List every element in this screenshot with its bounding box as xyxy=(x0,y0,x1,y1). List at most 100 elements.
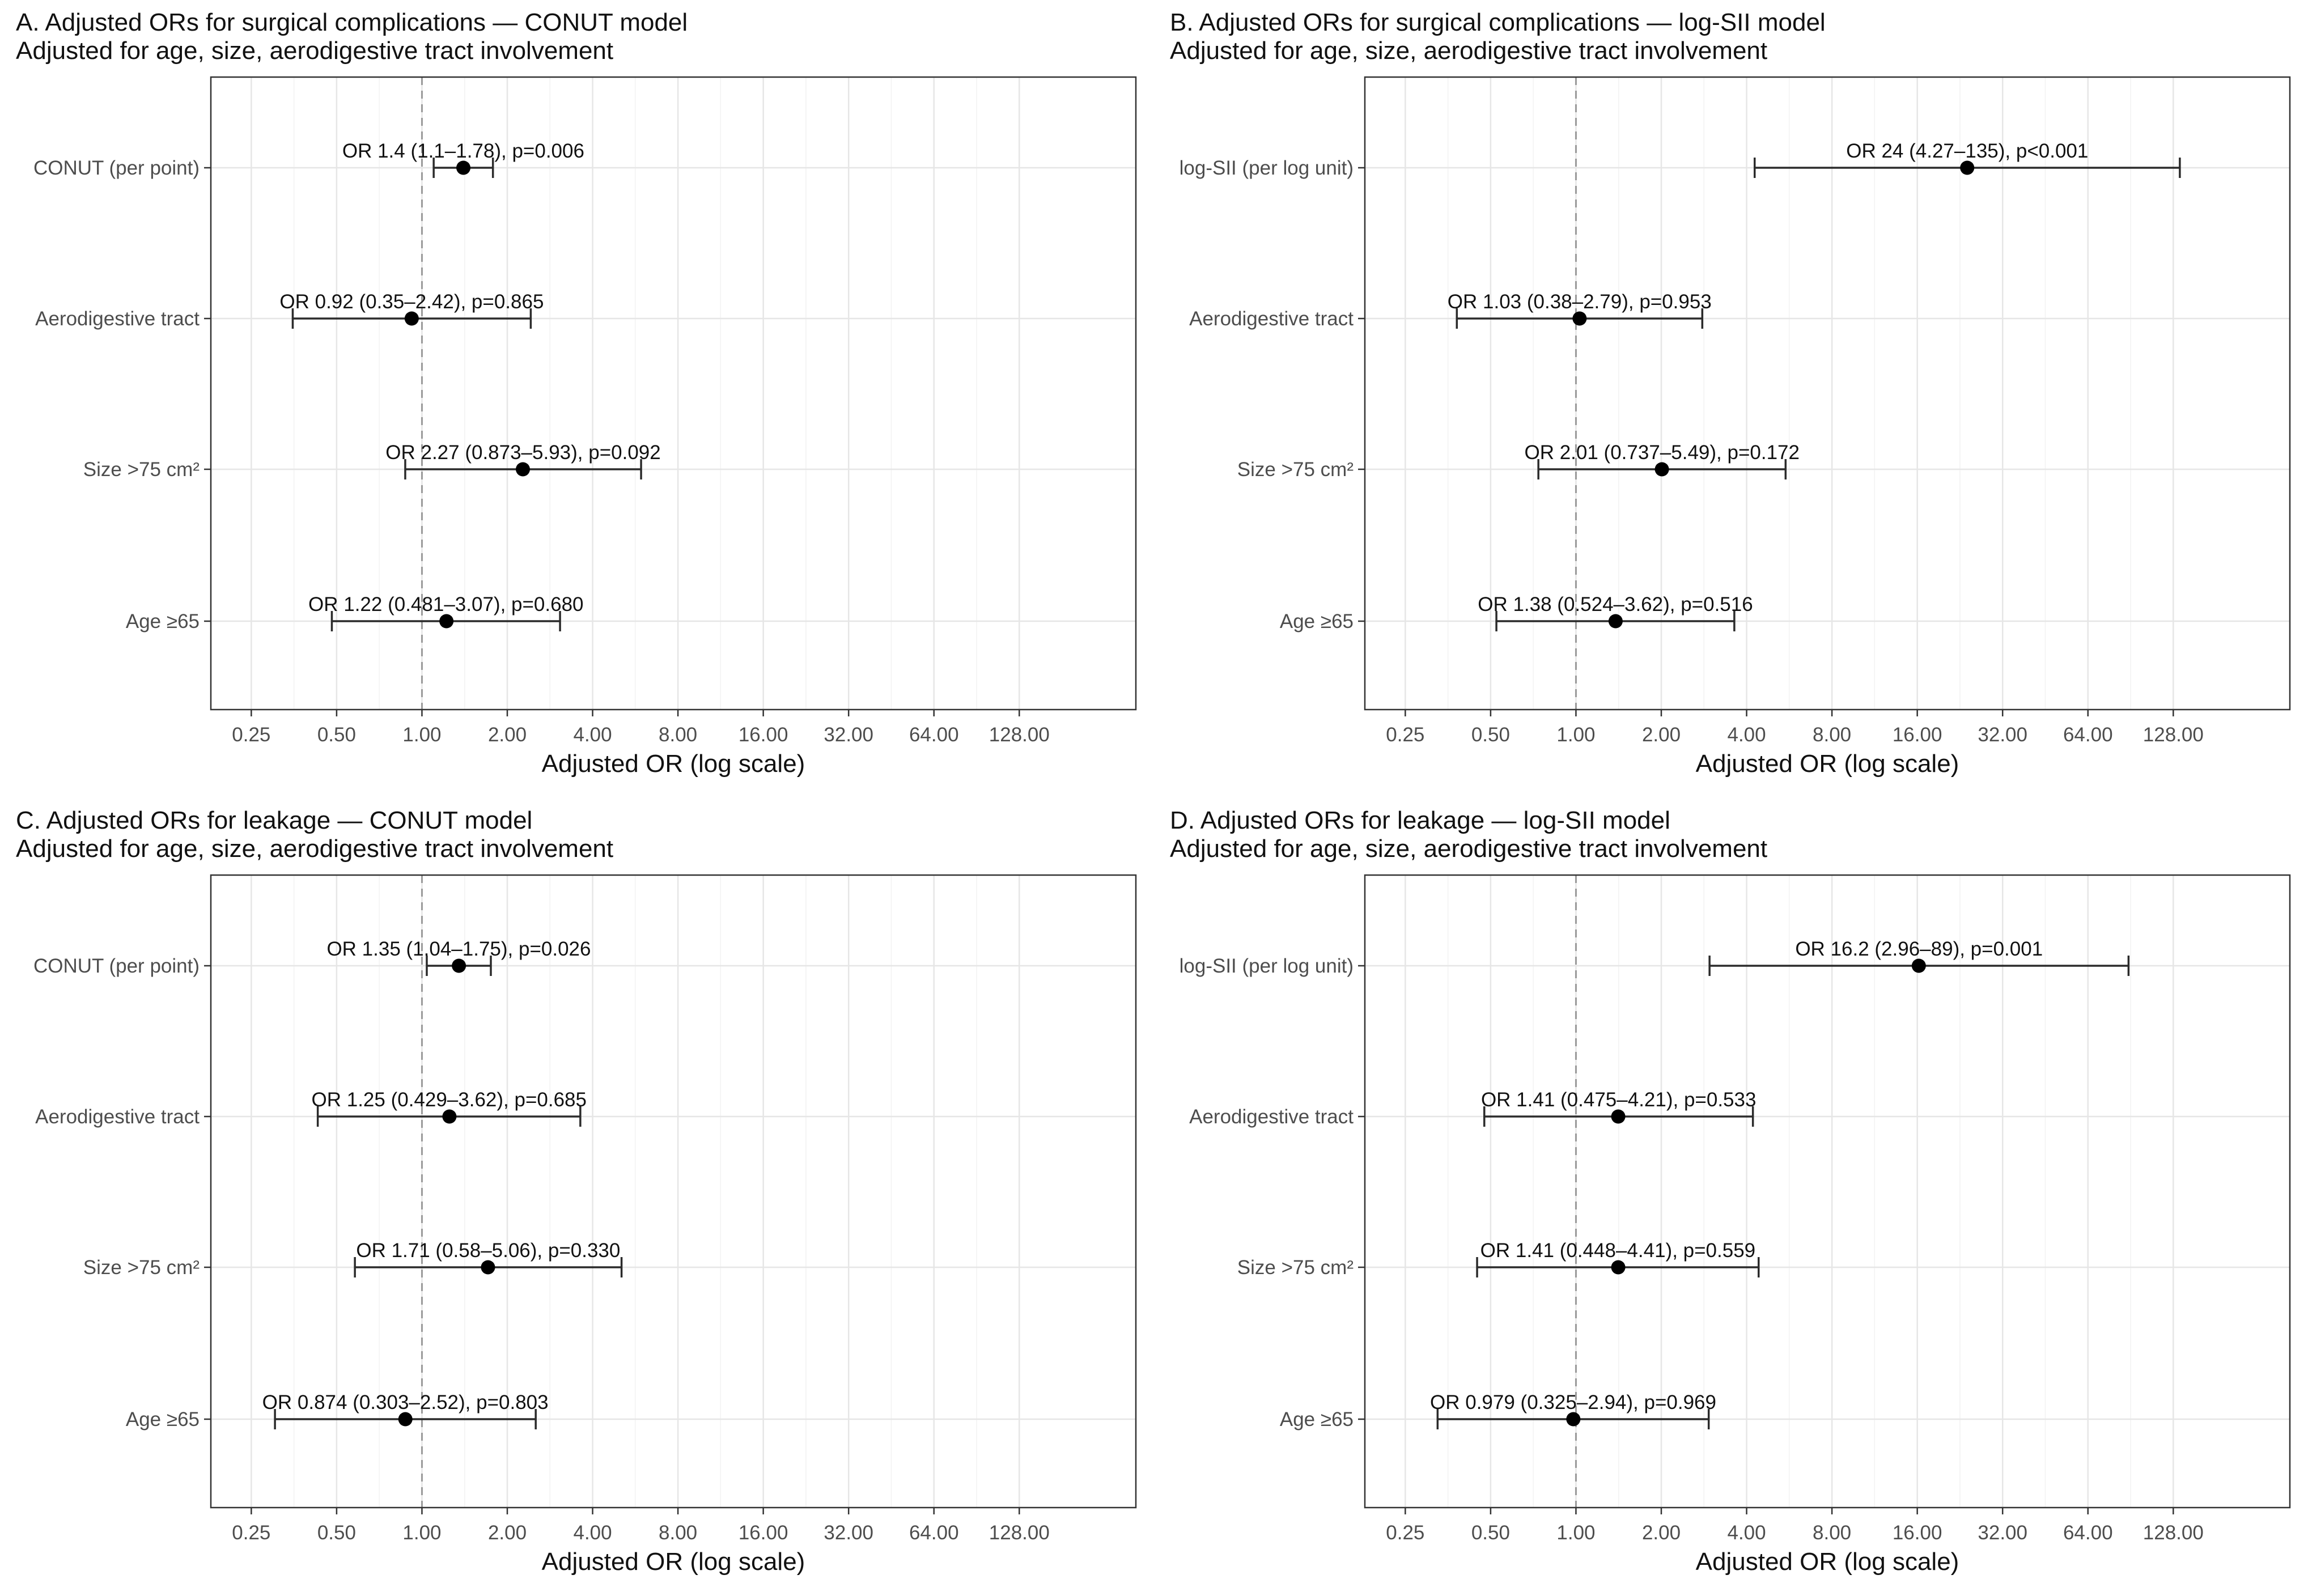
chart-subtitle: Adjusted for age, size, aerodigestive tr… xyxy=(16,835,613,863)
x-axis-title: Adjusted OR (log scale) xyxy=(1696,1548,1959,1576)
or-annotation: OR 1.4 (1.1–1.78), p=0.006 xyxy=(342,140,584,162)
x-tick-label: 0.25 xyxy=(232,1522,270,1544)
x-tick-label: 16.00 xyxy=(1893,1522,1942,1544)
x-tick-label: 128.00 xyxy=(2143,724,2204,746)
x-tick-label: 4.00 xyxy=(573,724,612,746)
forest-panel-d: D. Adjusted ORs for leakage — log-SII mo… xyxy=(1154,798,2308,1596)
or-annotation: OR 0.874 (0.303–2.52), p=0.803 xyxy=(262,1391,549,1414)
or-point xyxy=(1572,311,1587,326)
x-tick-label: 0.25 xyxy=(232,724,270,746)
forest-chart-d: D. Adjusted ORs for leakage — log-SII mo… xyxy=(1170,807,2291,1576)
x-tick-label: 8.00 xyxy=(1813,1522,1851,1544)
x-tick-label: 32.00 xyxy=(824,724,873,746)
x-tick-label: 0.50 xyxy=(1471,724,1510,746)
or-point xyxy=(481,1260,495,1275)
x-tick-label: 8.00 xyxy=(1813,724,1851,746)
x-tick-label: 0.25 xyxy=(1386,1522,1424,1544)
x-tick-label: 16.00 xyxy=(739,1522,788,1544)
or-point xyxy=(1611,1109,1626,1124)
y-tick-label: Aerodigestive tract xyxy=(1189,1106,1354,1128)
chart-title: B. Adjusted ORs for surgical complicatio… xyxy=(1170,9,1826,36)
y-tick-label: CONUT (per point) xyxy=(33,955,200,977)
or-annotation: OR 1.22 (0.481–3.07), p=0.680 xyxy=(308,593,584,616)
x-tick-label: 1.00 xyxy=(402,724,441,746)
or-point xyxy=(442,1109,457,1124)
plot-border xyxy=(1364,874,2291,1509)
x-tick-label: 0.50 xyxy=(1471,1522,1510,1544)
x-tick-label: 64.00 xyxy=(2063,1522,2113,1544)
chart-title: A. Adjusted ORs for surgical complicatio… xyxy=(16,9,688,36)
or-point xyxy=(1611,1260,1626,1275)
forest-chart-c: C. Adjusted ORs for leakage — CONUT mode… xyxy=(16,807,1137,1576)
x-tick-label: 16.00 xyxy=(1893,724,1942,746)
x-tick-label: 4.00 xyxy=(1727,1522,1766,1544)
x-tick-label: 128.00 xyxy=(989,724,1050,746)
y-tick-label: Size >75 cm² xyxy=(83,1257,200,1279)
y-tick-label: Size >75 cm² xyxy=(1237,459,1354,481)
y-tick-label: Size >75 cm² xyxy=(1237,1257,1354,1279)
or-annotation: OR 0.979 (0.325–2.94), p=0.969 xyxy=(1430,1391,1716,1414)
x-tick-label: 4.00 xyxy=(1727,724,1766,746)
or-point xyxy=(456,160,471,175)
forest-panel-c: C. Adjusted ORs for leakage — CONUT mode… xyxy=(0,798,1154,1596)
x-tick-label: 0.50 xyxy=(317,724,356,746)
x-tick-label: 64.00 xyxy=(909,1522,959,1544)
chart-subtitle: Adjusted for age, size, aerodigestive tr… xyxy=(16,37,613,65)
or-annotation: OR 1.03 (0.38–2.79), p=0.953 xyxy=(1448,291,1712,313)
x-tick-label: 8.00 xyxy=(659,1522,697,1544)
or-point xyxy=(404,311,419,326)
y-tick-label: log-SII (per log unit) xyxy=(1180,157,1354,179)
or-annotation: OR 1.38 (0.524–3.62), p=0.516 xyxy=(1478,593,1753,616)
or-point xyxy=(1911,958,1926,973)
or-annotation: OR 2.27 (0.873–5.93), p=0.092 xyxy=(385,442,661,464)
or-annotation: OR 1.41 (0.475–4.21), p=0.533 xyxy=(1481,1089,1757,1111)
y-tick-label: log-SII (per log unit) xyxy=(1180,955,1354,977)
x-tick-label: 16.00 xyxy=(739,724,788,746)
y-tick-label: Age ≥65 xyxy=(1280,1408,1354,1431)
or-annotation: OR 2.01 (0.737–5.49), p=0.172 xyxy=(1524,442,1800,464)
y-tick-label: Age ≥65 xyxy=(126,610,200,633)
x-axis-title: Adjusted OR (log scale) xyxy=(1696,750,1959,778)
x-tick-label: 128.00 xyxy=(2143,1522,2204,1544)
chart-subtitle: Adjusted for age, size, aerodigestive tr… xyxy=(1170,37,1767,65)
y-tick-label: Aerodigestive tract xyxy=(35,1106,200,1128)
x-tick-label: 1.00 xyxy=(402,1522,441,1544)
x-tick-label: 0.25 xyxy=(1386,724,1424,746)
or-annotation: OR 1.71 (0.58–5.06), p=0.330 xyxy=(356,1240,620,1262)
or-annotation: OR 16.2 (2.96–89), p=0.001 xyxy=(1795,938,2043,960)
forest-panel-a: A. Adjusted ORs for surgical complicatio… xyxy=(0,0,1154,798)
x-tick-label: 32.00 xyxy=(824,1522,873,1544)
x-axis-title: Adjusted OR (log scale) xyxy=(542,1548,805,1576)
plot-area xyxy=(1365,77,2290,710)
x-tick-label: 128.00 xyxy=(989,1522,1050,1544)
forest-chart-b: B. Adjusted ORs for surgical complicatio… xyxy=(1170,9,2291,778)
x-tick-label: 1.00 xyxy=(1556,724,1595,746)
or-point xyxy=(1960,160,1975,175)
or-point xyxy=(398,1412,413,1427)
y-tick-label: Aerodigestive tract xyxy=(1189,308,1354,330)
or-annotation: OR 1.25 (0.429–3.62), p=0.685 xyxy=(312,1089,587,1111)
y-tick-label: Age ≥65 xyxy=(1280,610,1354,633)
plot-border xyxy=(210,76,1137,711)
x-axis-title: Adjusted OR (log scale) xyxy=(542,750,805,778)
or-point xyxy=(452,958,466,973)
plot-border xyxy=(1364,76,2291,711)
plot-area xyxy=(211,875,1136,1508)
x-tick-label: 64.00 xyxy=(909,724,959,746)
or-point xyxy=(439,614,454,629)
x-tick-label: 0.50 xyxy=(317,1522,356,1544)
plot-area xyxy=(211,77,1136,710)
or-annotation: OR 1.41 (0.448–4.41), p=0.559 xyxy=(1480,1240,1756,1262)
y-tick-label: CONUT (per point) xyxy=(33,157,200,179)
chart-title: D. Adjusted ORs for leakage — log-SII mo… xyxy=(1170,807,1670,834)
x-tick-label: 2.00 xyxy=(1642,724,1681,746)
y-tick-label: Age ≥65 xyxy=(126,1408,200,1431)
plot-area xyxy=(1365,875,2290,1508)
x-tick-label: 32.00 xyxy=(1978,1522,2027,1544)
plot-border xyxy=(210,874,1137,1509)
x-tick-label: 32.00 xyxy=(1978,724,2027,746)
x-tick-label: 4.00 xyxy=(573,1522,612,1544)
or-annotation: OR 0.92 (0.35–2.42), p=0.865 xyxy=(279,291,544,313)
chart-title: C. Adjusted ORs for leakage — CONUT mode… xyxy=(16,807,532,834)
x-tick-label: 8.00 xyxy=(659,724,697,746)
